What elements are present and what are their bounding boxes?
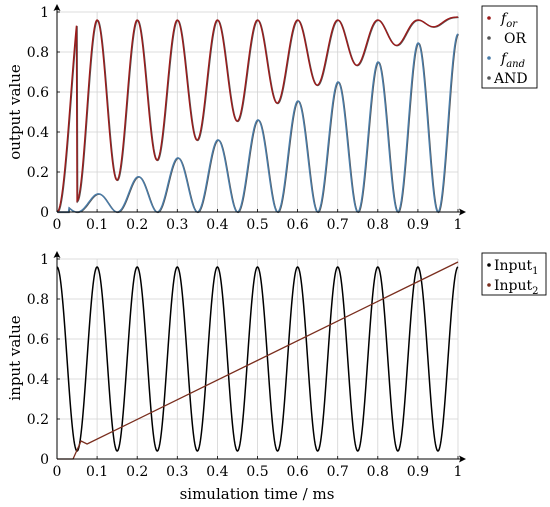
bottom-x-axis-label: simulation time / ms [180,485,335,503]
y-axis-arrow [53,251,61,258]
series-line-f-and [57,33,459,213]
top-chart-panel: 0 0.1 0.2 0.3 0.4 0.5 0.6 0.7 0.8 0.9 1 0 0.2 0.4 0.6 0… [6,4,538,233]
x-tick-label: 0.1 [86,217,108,233]
bottom-chart-panel: 0 0.1 0.2 0.3 0.4 0.5 0.6 0.7 0.8 0.9 1 0 0.2 0.4 0.6 0… [6,251,547,503]
x-tick-label: 0.8 [367,464,389,480]
x-tick-label: 0.9 [407,464,429,480]
x-tick-label: 0.5 [246,217,268,233]
legend-entry-label: AND [493,71,528,87]
legend-marker [487,76,491,80]
legend-marker [487,16,491,20]
y-tick-label: 0.6 [27,85,49,101]
x-tick-label: 0.3 [166,217,188,233]
bottom-y-axis-label: input value [6,315,24,400]
top-axes [53,4,466,216]
legend-box [481,252,547,296]
x-tick-label: 0.5 [246,464,268,480]
legend-marker [487,263,491,267]
y-tick-label: 0 [40,205,49,221]
bottom-tick-labels: 0 0.1 0.2 0.3 0.4 0.5 0.6 0.7 0.8 0.9 1 0 0.2 0.4 0.6 0… [27,252,463,480]
x-tick-label: 0.4 [206,217,228,233]
x-tick-label: 0.3 [166,464,188,480]
top-tick-labels: 0 0.1 0.2 0.3 0.4 0.5 0.6 0.7 0.8 0.9 1 0 0.2 0.4 0.6 0… [27,5,463,233]
top-series-group [56,16,459,214]
legend-entry-label: Input1 [494,258,539,277]
x-tick-label: 0.2 [126,217,148,233]
x-tick-label: 0.7 [327,464,349,480]
legend-entry-label: for [500,11,518,30]
legend-marker [487,36,491,40]
x-tick-label: 1 [454,464,463,480]
top-y-axis-label: output value [6,64,24,160]
bottom-axes [53,251,466,463]
x-tick-label: 0.6 [286,217,308,233]
y-tick-label: 0.8 [27,292,49,308]
x-tick-label: 0.9 [407,217,429,233]
top-grid [56,11,459,213]
x-tick-label: 0.4 [206,464,228,480]
y-tick-label: 0.4 [27,125,49,141]
y-tick-label: 0.2 [27,165,49,181]
x-tick-label: 0.1 [86,464,108,480]
y-tick-label: 0 [40,452,49,468]
legend-marker [487,283,491,287]
x-tick-label: 0.6 [286,464,308,480]
series-line-input-1 [56,266,459,452]
legend-box [481,5,538,89]
y-tick-label: 1 [40,5,49,21]
bottom-grid [56,258,459,460]
x-tick-label: 0.2 [126,464,148,480]
y-tick-label: 0.2 [27,412,49,428]
y-tick-label: 0.8 [27,45,49,61]
series-line-and [57,33,459,214]
y-tick-label: 1 [40,252,49,268]
y-tick-label: 0.4 [27,372,49,388]
x-tick-label: 0.7 [327,217,349,233]
legend-entry-label: fand [500,51,525,70]
y-axis-arrow [53,4,61,11]
series-line-f-or [56,16,459,213]
x-axis-arrow [459,208,466,216]
series-line-or [57,16,459,214]
x-axis-arrow [459,455,466,463]
x-tick-label: 1 [454,217,463,233]
legend-marker [487,56,491,60]
x-tick-label: 0.8 [367,217,389,233]
legend-entry-label: OR [504,31,526,47]
x-tick-label: 0 [53,464,62,480]
x-tick-label: 0 [53,217,62,233]
legend-entry-label: Input2 [494,278,539,297]
y-tick-label: 0.6 [27,332,49,348]
